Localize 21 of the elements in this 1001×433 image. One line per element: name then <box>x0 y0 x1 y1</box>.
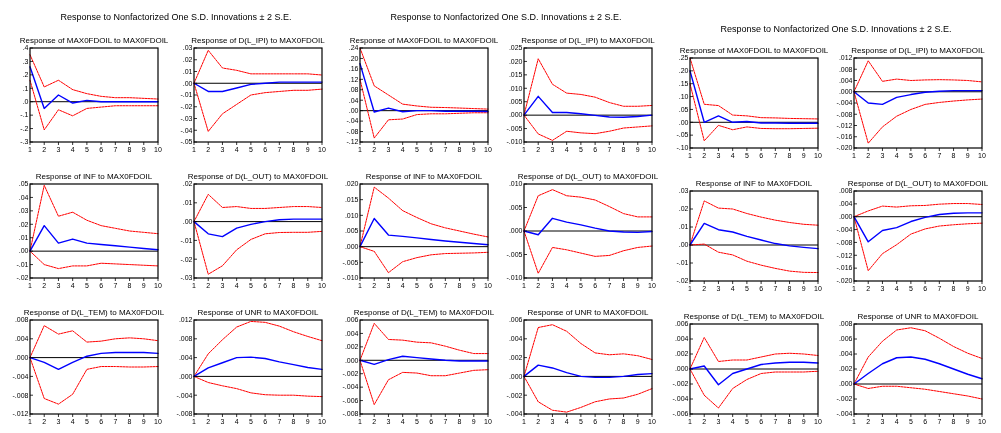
chart-title: Response of INF to MAX0FDOIL <box>695 179 813 188</box>
text: Response to Nonfactorized One S.D. Innovations ± 2 S.E. <box>720 24 952 34</box>
chart-title: Response of D(L_OUT) to MAX0FDOIL <box>187 172 329 181</box>
chart-title: Response of D(L_IPI) to MAX0FDOIL <box>851 46 986 55</box>
chart-title: Response of D(L_TEM) to MAX0FDOIL <box>353 308 495 317</box>
text: Response to Nonfactorized One S.D. Innovations ± 2 S.E. <box>60 12 292 22</box>
chart-title: Response of D(L_IPI) to MAX0FDOIL <box>191 36 326 45</box>
chart-title: Response of UNR to MAX0FDOIL <box>857 312 980 321</box>
chart-title: Response of D(L_OUT) to MAX0FDOIL <box>847 179 989 188</box>
chart-title: Response of D(L_IPI) to MAX0FDOIL <box>521 36 656 45</box>
chart-title: Response of UNR to MAX0FDOIL <box>197 308 320 317</box>
chart-title: Response of D(L_TEM) to MAX0FDOIL <box>23 308 165 317</box>
chart-title: Response of UNR to MAX0FDOIL <box>527 308 650 317</box>
chart-title: Response of D(L_TEM) to MAX0FDOIL <box>683 312 825 321</box>
chart-title: Response of MAX0FDOIL to MAX0FDOIL <box>349 36 499 45</box>
chart-title: Response of MAX0FDOIL to MAX0FDOIL <box>679 46 829 55</box>
text: Response to Nonfactorized One S.D. Innovations ± 2 S.E. <box>390 12 622 22</box>
chart-title: Response of MAX0FDOIL to MAX0FDOIL <box>19 36 169 45</box>
chart-title: Response of INF to MAX0FDOIL <box>365 172 483 181</box>
chart-title: Response of INF to MAX0FDOIL <box>35 172 153 181</box>
chart-title: Response of D(L_OUT) to MAX0FDOIL <box>517 172 659 181</box>
